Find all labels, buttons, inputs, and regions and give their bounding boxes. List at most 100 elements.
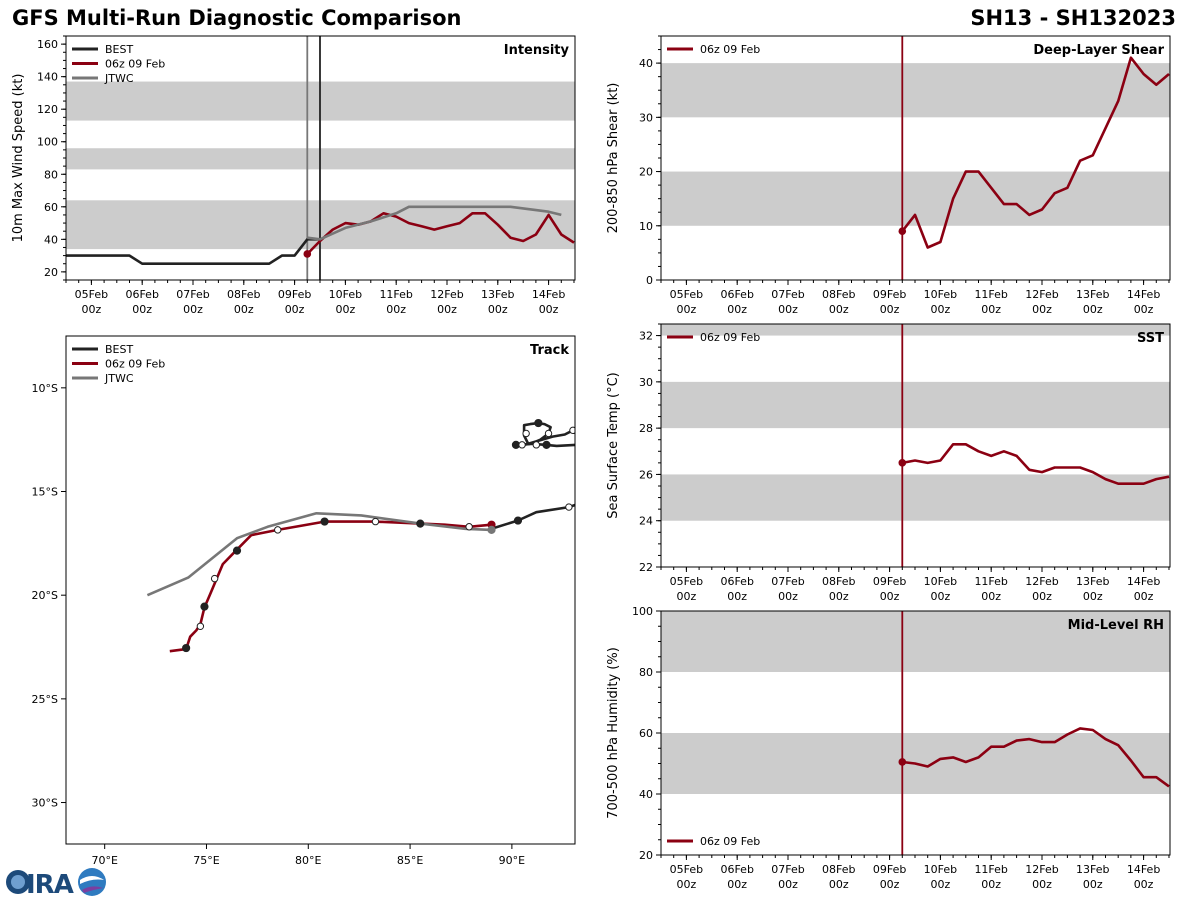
x-tick-sublabel: 00z bbox=[285, 303, 305, 316]
x-tick-label: 11Feb bbox=[974, 288, 1007, 301]
track-point-12z bbox=[569, 426, 575, 435]
x-tick-label: 14Feb bbox=[532, 288, 565, 301]
y-tick-label: 0 bbox=[646, 274, 653, 287]
plot-frame bbox=[65, 335, 576, 845]
x-tick-sublabel: 00z bbox=[1134, 303, 1154, 316]
legend-label: 06z 09 Feb bbox=[700, 331, 760, 344]
threshold-band bbox=[661, 381, 1170, 429]
y-axis-label: 10m Max Wind Speed (kt) bbox=[11, 74, 26, 243]
track-point-12z bbox=[518, 441, 526, 449]
legend-label: JTWC bbox=[104, 372, 134, 385]
x-tick-label: 12Feb bbox=[1025, 288, 1058, 301]
x-tick-sublabel: 00z bbox=[931, 303, 951, 316]
x-tick-sublabel: 00z bbox=[829, 878, 849, 891]
track-point-00z bbox=[487, 525, 496, 534]
legend-label: 06z 09 Feb bbox=[700, 835, 760, 848]
x-tick-label: 06Feb bbox=[125, 288, 158, 301]
x-tick-label: 13Feb bbox=[1076, 288, 1109, 301]
x-tick-sublabel: 00z bbox=[778, 303, 798, 316]
track-point-12z bbox=[196, 622, 205, 630]
x-tick-label: 09Feb bbox=[873, 288, 906, 301]
x-tick-sublabel: 00z bbox=[829, 303, 849, 316]
threshold-band bbox=[661, 474, 1170, 521]
lon-tick-label: 70°E bbox=[91, 854, 117, 867]
series-group bbox=[898, 56, 1170, 249]
y-tick-label: 60 bbox=[44, 201, 58, 214]
x-tick-label: 09Feb bbox=[873, 863, 906, 876]
x-tick-sublabel: 00z bbox=[234, 303, 254, 316]
track-panel: 10°S 15°S 20°S 25°S 30°S 70°E 75°E 80°E 85°E 90°E… bbox=[32, 335, 576, 867]
lat-tick-label: 20°S bbox=[32, 589, 58, 602]
x-tick-label: 10Feb bbox=[924, 288, 957, 301]
svg-text:IRA: IRA bbox=[26, 870, 74, 898]
legend-label: 06z 09 Feb bbox=[105, 358, 165, 371]
x-tick-label: 06Feb bbox=[720, 863, 753, 876]
x-tick-sublabel: 00z bbox=[1083, 303, 1103, 316]
plot-frame bbox=[660, 35, 1171, 281]
y-tick-label: 10 bbox=[639, 220, 653, 233]
x-tick-sublabel: 00z bbox=[677, 590, 697, 603]
track-line-best bbox=[521, 421, 575, 447]
panel-title: Intensity bbox=[504, 43, 570, 58]
x-tick-sublabel: 00z bbox=[1134, 590, 1154, 603]
x-tick-label: 11Feb bbox=[974, 575, 1007, 588]
lon-tick-label: 90°E bbox=[499, 854, 525, 867]
x-tick-sublabel: 00z bbox=[981, 878, 1001, 891]
x-tick-label: 12Feb bbox=[1025, 863, 1058, 876]
x-tick-sublabel: 00z bbox=[1032, 303, 1052, 316]
y-tick-label: 20 bbox=[639, 849, 653, 862]
series-group bbox=[66, 205, 575, 266]
x-tick-label: 09Feb bbox=[278, 288, 311, 301]
x-tick-sublabel: 00z bbox=[880, 303, 900, 316]
y-tick-label: 140 bbox=[37, 71, 58, 84]
x-tick-label: 12Feb bbox=[1025, 575, 1058, 588]
y-tick-label: 80 bbox=[44, 168, 58, 181]
plot-frame bbox=[660, 610, 1171, 856]
x-tick-sublabel: 00z bbox=[778, 878, 798, 891]
track-point-12z bbox=[210, 574, 219, 583]
x-tick-label: 14Feb bbox=[1127, 863, 1160, 876]
panel-title: Deep-Layer Shear bbox=[1033, 43, 1164, 58]
x-tick-sublabel: 00z bbox=[386, 303, 406, 316]
y-axis-label: 200-850 hPa Shear (kt) bbox=[606, 83, 621, 234]
rh-panel: 20 40 60 80 100 05Feb 00z 06Feb 00z 07Feb 00z 08Feb… bbox=[606, 605, 1171, 891]
x-tick-sublabel: 00z bbox=[880, 590, 900, 603]
x-tick-label: 05Feb bbox=[670, 575, 703, 588]
y-tick-label: 80 bbox=[639, 666, 653, 679]
x-tick-sublabel: 00z bbox=[931, 878, 951, 891]
lat-tick-label: 25°S bbox=[32, 693, 58, 706]
x-tick-sublabel: 00z bbox=[981, 590, 1001, 603]
y-tick-label: 20 bbox=[44, 266, 58, 279]
x-tick-label: 10Feb bbox=[329, 288, 362, 301]
series-line-best bbox=[66, 238, 320, 266]
track-point-00z bbox=[232, 546, 242, 555]
shear-panel: 0 10 20 30 40 05Feb 00z 06Feb 00z 07Feb 00z 08Feb 00… bbox=[606, 35, 1171, 316]
threshold-band bbox=[661, 611, 1170, 672]
x-tick-label: 14Feb bbox=[1127, 288, 1160, 301]
plot-frame bbox=[65, 35, 576, 281]
track-point-00z bbox=[200, 602, 209, 611]
y-tick-label: 100 bbox=[632, 605, 653, 618]
intensity-panel: 20 40 60 80 100 120 140 160 05Feb 00z 06Feb 00z 07Fe… bbox=[11, 35, 576, 316]
x-tick-sublabel: 00z bbox=[539, 303, 559, 316]
track-point-00z bbox=[182, 643, 191, 653]
x-tick-label: 14Feb bbox=[1127, 575, 1160, 588]
y-tick-label: 40 bbox=[639, 788, 653, 801]
x-tick-sublabel: 00z bbox=[931, 590, 951, 603]
series-line-jtwc bbox=[307, 205, 562, 241]
x-tick-sublabel: 00z bbox=[727, 878, 747, 891]
series-line-gfs bbox=[902, 442, 1170, 486]
x-tick-label: 12Feb bbox=[430, 288, 463, 301]
x-tick-label: 13Feb bbox=[1076, 575, 1109, 588]
track-point-12z bbox=[371, 517, 380, 526]
threshold-band bbox=[661, 324, 1170, 336]
x-tick-sublabel: 00z bbox=[727, 590, 747, 603]
storm-id-title: SH13 - SH132023 bbox=[970, 6, 1176, 30]
run-start-point bbox=[898, 459, 907, 467]
x-tick-label: 10Feb bbox=[924, 575, 957, 588]
x-tick-label: 07Feb bbox=[771, 863, 804, 876]
track-point-12z bbox=[522, 429, 530, 438]
x-tick-label: 11Feb bbox=[974, 863, 1007, 876]
track-group bbox=[146, 418, 575, 653]
